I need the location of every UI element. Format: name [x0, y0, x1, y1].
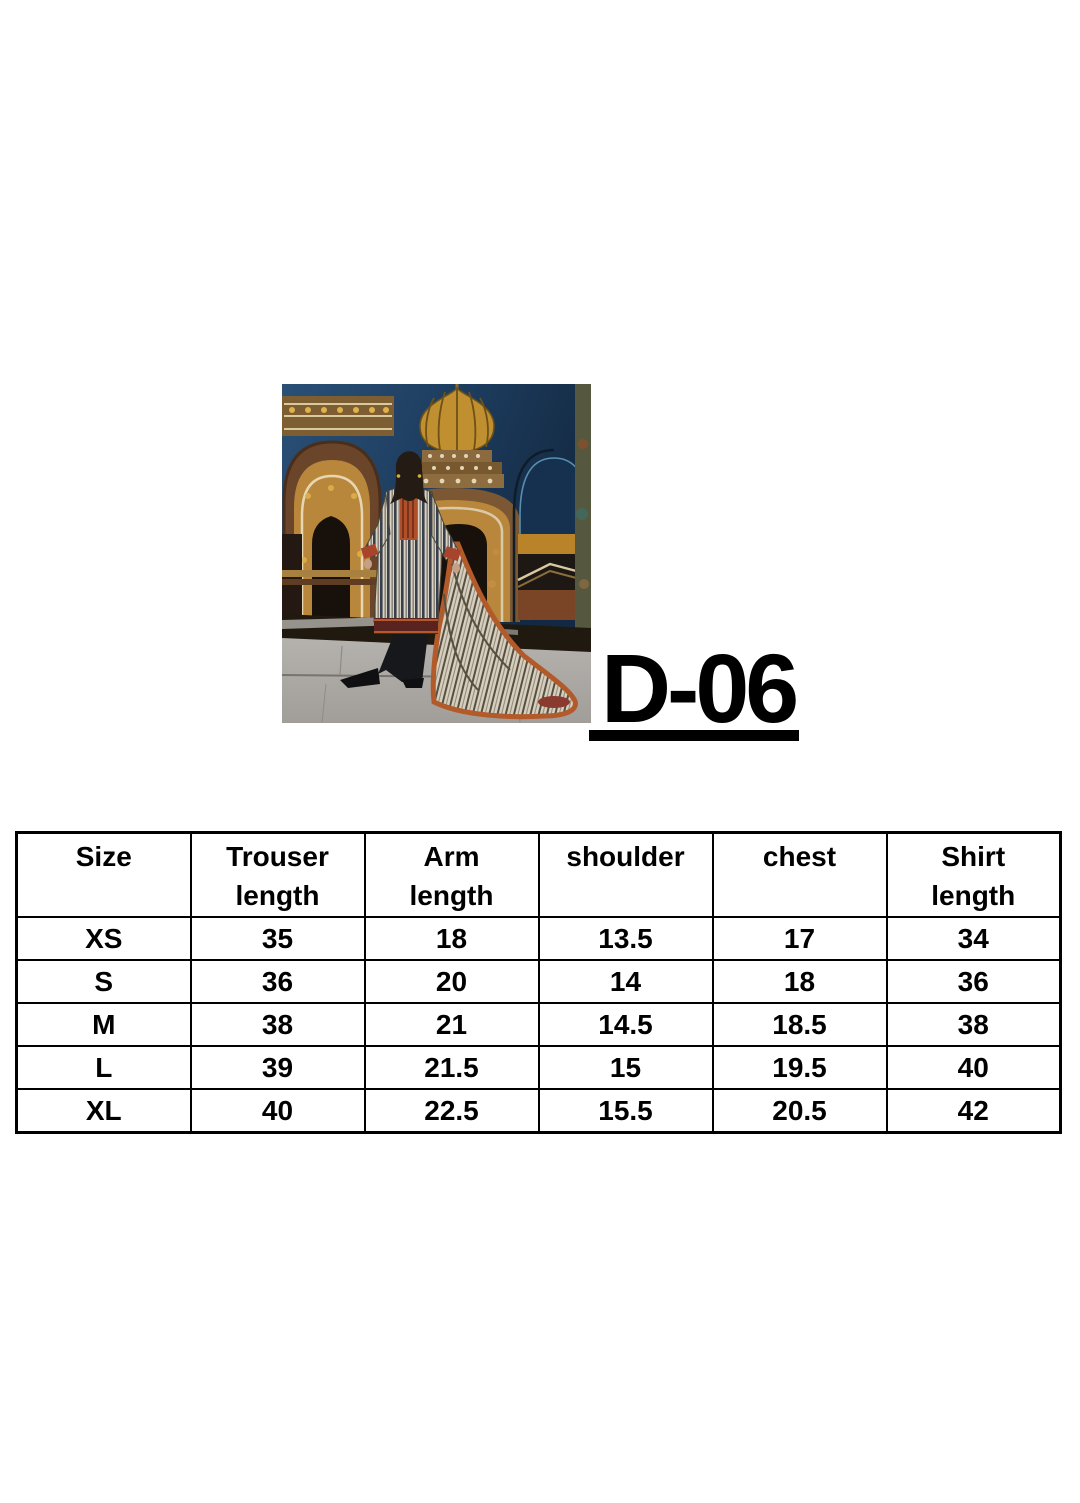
trouser-length-cell: 36: [189, 959, 366, 1004]
right-column: [575, 384, 591, 644]
column-header-chest: chest: [711, 831, 888, 918]
size-chart-body: XS 35 18 13.5 17 34 S 36 20 14 18 36 M 3…: [15, 916, 1062, 1134]
shirt-length-cell: 34: [885, 916, 1062, 961]
arm-length-cell: 18: [363, 916, 540, 961]
chest-cell: 19.5: [711, 1045, 888, 1090]
chest-cell: 17: [711, 916, 888, 961]
dupatta-train: [430, 541, 578, 720]
size-cell: M: [15, 1002, 192, 1047]
shoulder-cell: 14.5: [537, 1002, 714, 1047]
shoulder-cell: 13.5: [537, 916, 714, 961]
right-arch: [512, 448, 589, 622]
trouser-length-cell: 35: [189, 916, 366, 961]
column-header-trouser-length: Trouser length: [189, 831, 366, 918]
kurta: [360, 486, 462, 634]
size-chart-header: Size Trouser length Arm length shoulder ch…: [15, 831, 1062, 918]
chest-cell: 18.5: [711, 1002, 888, 1047]
chest-cell: 20.5: [711, 1088, 888, 1134]
shirt-length-cell: 38: [885, 1002, 1062, 1047]
gold-dome: [400, 384, 504, 488]
arm-length-cell: 20: [363, 959, 540, 1004]
header-row: Size Trouser length Arm length shoulder ch…: [15, 831, 1062, 918]
column-header-size: Size: [15, 831, 192, 918]
model-figure: [340, 451, 578, 720]
arm-length-cell: 21.5: [363, 1045, 540, 1090]
size-cell: L: [15, 1045, 192, 1090]
column-header-shirt-length: Shirt length: [885, 831, 1062, 918]
size-row-xl: XL 40 22.5 15.5 20.5 42: [15, 1088, 1062, 1134]
trouser-length-cell: 38: [189, 1002, 366, 1047]
column-header-arm-length: Arm length: [363, 831, 540, 918]
size-row-m: M 38 21 14.5 18.5 38: [15, 1002, 1062, 1047]
size-row-l: L 39 21.5 15 19.5 40: [15, 1045, 1062, 1090]
shoulder-cell: 14: [537, 959, 714, 1004]
size-row-xs: XS 35 18 13.5 17 34: [15, 916, 1062, 961]
arm-length-cell: 22.5: [363, 1088, 540, 1134]
product-code-label: D-06: [589, 640, 799, 741]
size-row-s: S 36 20 14 18 36: [15, 959, 1062, 1004]
trouser-length-cell: 39: [189, 1045, 366, 1090]
shoulder-cell: 15.5: [537, 1088, 714, 1134]
arm-length-cell: 21: [363, 1002, 540, 1047]
trouser-length-cell: 40: [189, 1088, 366, 1134]
shoulder-cell: 15: [537, 1045, 714, 1090]
product-photo: [282, 384, 591, 723]
model-head: [390, 451, 428, 504]
size-cell: XS: [15, 916, 192, 961]
size-chart-table: Size Trouser length Arm length shoulder ch…: [15, 831, 1062, 1134]
shirt-length-cell: 36: [885, 959, 1062, 1004]
size-cell: S: [15, 959, 192, 1004]
size-cell: XL: [15, 1088, 192, 1134]
shirt-length-cell: 42: [885, 1088, 1062, 1134]
chest-cell: 18: [711, 959, 888, 1004]
column-header-shoulder: shoulder: [537, 831, 714, 918]
product-photo-illustration: [282, 384, 591, 723]
trousers-and-shoes: [340, 634, 428, 688]
shirt-length-cell: 40: [885, 1045, 1062, 1090]
